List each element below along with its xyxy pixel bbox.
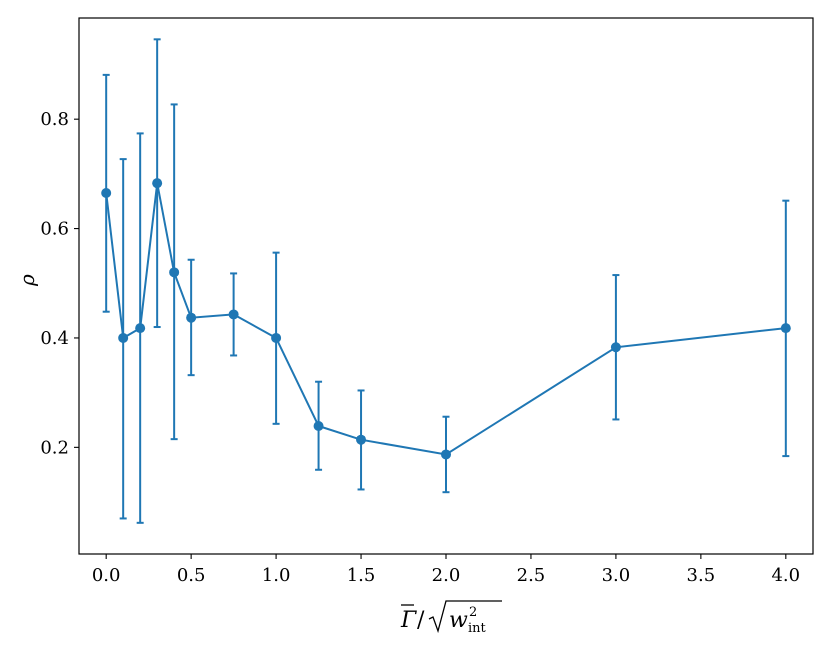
x-tick-label: 1.5 [347, 565, 376, 586]
x-tick-label: 2.5 [517, 565, 546, 586]
x-tick-label: 4.0 [771, 565, 800, 586]
data-point [356, 434, 367, 445]
y-tick-label: 0.6 [40, 219, 69, 240]
data-point [152, 178, 163, 189]
data-point [228, 309, 239, 320]
x-tick-label: 0.0 [92, 565, 121, 586]
data-point [441, 449, 451, 460]
data-point [271, 332, 282, 343]
plot-layer [101, 38, 791, 524]
data-point [313, 421, 324, 432]
x-axis-label: Γ / w 2 int [400, 600, 502, 636]
data-point [118, 332, 129, 343]
data-point [186, 312, 197, 323]
y-tick-label: 0.4 [40, 328, 69, 349]
data-point [169, 267, 180, 278]
x-label-exponent: 2 [469, 605, 477, 620]
x-label-w: w [449, 608, 468, 633]
x-label-slash: / [417, 608, 425, 633]
y-tick-label: 0.2 [40, 437, 69, 458]
x-label-sqrt-sign [428, 600, 502, 634]
y-tick-label: 0.8 [40, 109, 69, 130]
x-tick-label: 3.0 [602, 565, 631, 586]
data-point [780, 323, 791, 334]
x-tick-label: 0.5 [177, 565, 206, 586]
x-label-subscript: int [468, 621, 487, 636]
x-tick-label: 3.5 [687, 565, 716, 586]
x-tick-label: 1.0 [262, 565, 291, 586]
data-point [610, 342, 621, 353]
x-tick-label: 2.0 [432, 565, 461, 586]
data-point [101, 188, 112, 199]
x-label-gamma: Γ [400, 608, 417, 633]
ticks-layer: 0.0 0.5 1.0 1.5 2.0 2.5 3.0 3.5 4.0 0.2 0.4 0.6 0.8 [40, 109, 800, 586]
data-point [135, 323, 146, 334]
y-axis-label: ρ [15, 274, 39, 287]
